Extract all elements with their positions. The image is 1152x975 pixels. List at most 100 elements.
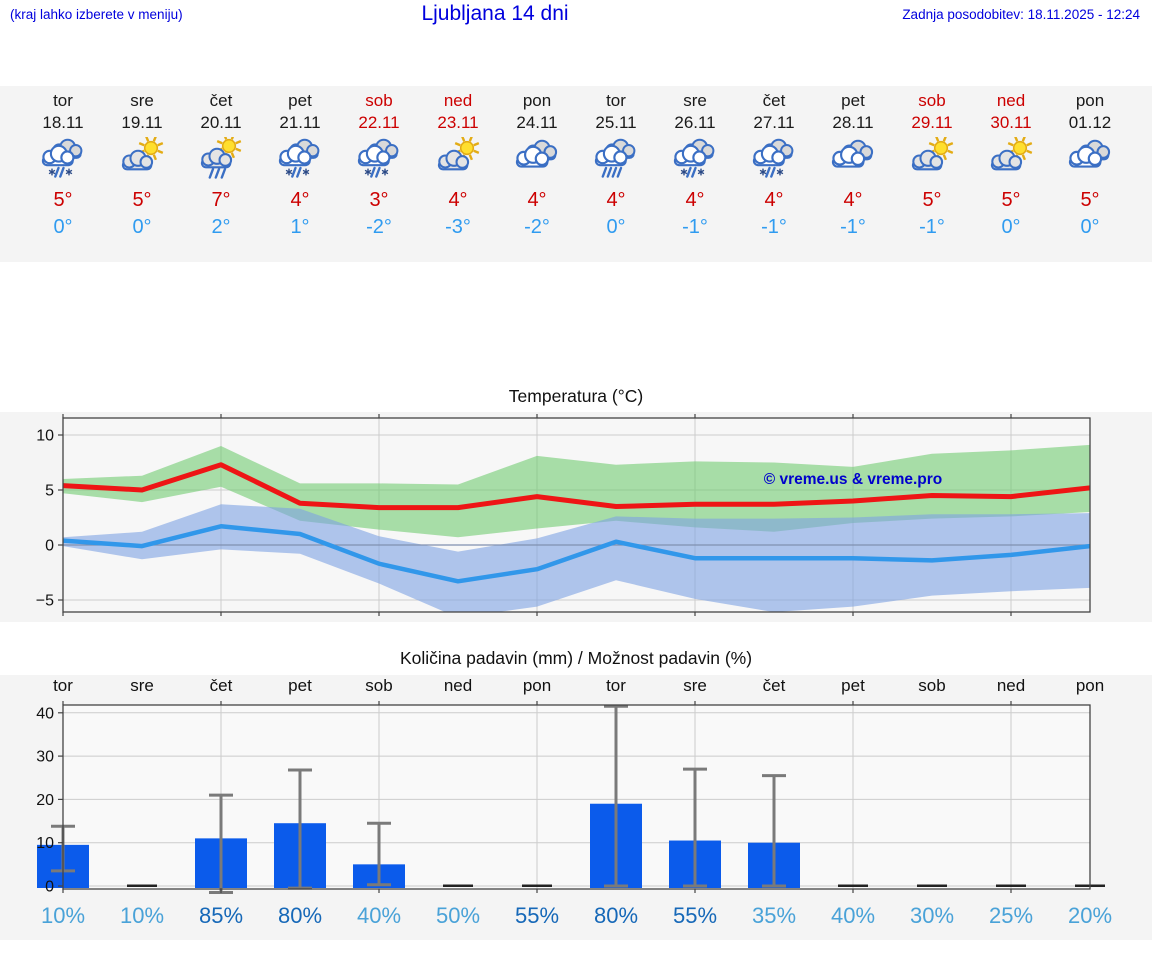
day-name: tor <box>53 91 73 110</box>
day-low-temp: 2° <box>211 216 231 238</box>
day-name: sre <box>683 91 707 110</box>
day-name: pon <box>522 91 552 110</box>
day-low-temp: -1° <box>761 216 787 238</box>
svg-text:0: 0 <box>45 538 54 555</box>
forecast-strip: tor 18.11 5° 0° sre 19.11 5° 0° čet 20.11 7° 2° pet 2… <box>0 86 1152 262</box>
menu-hint: (kraj lahko izberete v meniju) <box>10 7 183 22</box>
day-high-temp: 5° <box>922 189 942 211</box>
weather-cloudy-icon <box>498 134 577 187</box>
precipitation-chart-title: Količina padavin (mm) / Možnost padavin … <box>399 648 753 668</box>
forecast-day-27.11[interactable]: čet 27.11 4° -1° <box>735 90 814 241</box>
day-name: sob <box>365 91 393 110</box>
day-date: 24.11 <box>516 113 558 132</box>
svg-text:40: 40 <box>36 705 54 722</box>
day-low-temp: 0° <box>1001 216 1021 238</box>
weather-sleet-icon <box>24 134 103 187</box>
weather-sleet-icon <box>735 134 814 187</box>
day-name: čet <box>209 91 233 110</box>
day-high-temp: 5° <box>53 189 73 211</box>
day-name: sre <box>130 91 154 110</box>
svg-text:20: 20 <box>36 792 54 809</box>
page-title: Ljubljana 14 dni <box>421 2 569 25</box>
forecast-day-23.11[interactable]: ned 23.11 4° -3° <box>419 90 498 241</box>
weather-sleet-icon <box>656 134 735 187</box>
day-low-temp: 0° <box>606 216 626 238</box>
day-high-temp: 4° <box>290 189 310 211</box>
weather-partly-icon <box>419 134 498 187</box>
weather-rain-icon <box>577 134 656 187</box>
weather-sleet-icon <box>261 134 340 187</box>
forecast-day-01.12[interactable]: pon 01.12 5° 0° <box>1051 90 1130 241</box>
day-date: 21.11 <box>279 113 321 132</box>
day-high-temp: 5° <box>132 189 152 211</box>
day-date: 19.11 <box>121 113 163 132</box>
day-date: 20.11 <box>200 113 242 132</box>
day-high-temp: 5° <box>1080 189 1100 211</box>
temperature-chart: 10 5 0 −5 © vreme.us & vreme.pro <box>36 414 1091 616</box>
day-date: 22.11 <box>358 113 400 132</box>
day-name: pon <box>1075 91 1105 110</box>
forecast-day-28.11[interactable]: pet 28.11 4° -1° <box>814 90 893 241</box>
day-low-temp: -1° <box>919 216 945 238</box>
forecast-day-20.11[interactable]: čet 20.11 7° 2° <box>182 90 261 241</box>
day-high-temp: 4° <box>685 189 705 211</box>
day-name: pet <box>288 91 312 110</box>
forecast-day-26.11[interactable]: sre 26.11 4° -1° <box>656 90 735 241</box>
day-high-temp: 3° <box>369 189 389 211</box>
day-date: 26.11 <box>674 113 716 132</box>
day-low-temp: 0° <box>53 216 73 238</box>
svg-text:5: 5 <box>45 483 54 500</box>
forecast-day-19.11[interactable]: sre 19.11 5° 0° <box>103 90 182 241</box>
day-name: ned <box>996 91 1026 110</box>
day-date: 28.11 <box>832 113 874 132</box>
svg-text:−5: −5 <box>36 593 54 610</box>
day-low-temp: -1° <box>840 216 866 238</box>
day-high-temp: 7° <box>211 189 231 211</box>
forecast-day-22.11[interactable]: sob 22.11 3° -2° <box>340 90 419 241</box>
day-high-temp: 4° <box>764 189 784 211</box>
weather-sunrain-icon <box>182 133 261 187</box>
day-low-temp: 1° <box>290 216 310 238</box>
day-high-temp: 4° <box>527 189 547 211</box>
day-date: 01.12 <box>1068 113 1112 132</box>
day-low-temp: -1° <box>682 216 708 238</box>
day-date: 18.11 <box>42 113 84 132</box>
forecast-day-25.11[interactable]: tor 25.11 4° 0° <box>577 90 656 241</box>
temperature-chart-title: Temperatura (°C) <box>508 386 644 406</box>
day-high-temp: 4° <box>843 189 863 211</box>
day-name: ned <box>443 91 473 110</box>
day-high-temp: 4° <box>606 189 626 211</box>
weather-cloudy-icon <box>1051 134 1130 187</box>
svg-text:10: 10 <box>36 428 54 445</box>
day-name: čet <box>762 91 786 110</box>
day-date: 23.11 <box>437 113 479 132</box>
last-update: Zadnja posodobitev: 18.11.2025 - 12:24 <box>902 7 1140 22</box>
weather-partly-icon <box>893 134 972 187</box>
weather-partly-icon <box>103 134 182 187</box>
weather-cloudy-icon <box>814 134 893 187</box>
forecast-day-30.11[interactable]: ned 30.11 5° 0° <box>972 90 1051 241</box>
day-low-temp: -2° <box>366 216 392 238</box>
day-low-temp: -2° <box>524 216 550 238</box>
forecast-day-24.11[interactable]: pon 24.11 4° -2° <box>498 90 577 241</box>
weather-partly-icon <box>972 134 1051 187</box>
day-date: 25.11 <box>595 113 637 132</box>
forecast-day-21.11[interactable]: pet 21.11 4° 1° <box>261 90 340 241</box>
forecast-day-29.11[interactable]: sob 29.11 5° -1° <box>893 90 972 241</box>
forecast-day-18.11[interactable]: tor 18.11 5° 0° <box>24 90 103 241</box>
precipitation-chart: 0 10 20 30 40 <box>36 701 1105 896</box>
watermark: © vreme.us & vreme.pro <box>764 471 943 488</box>
day-low-temp: -3° <box>445 216 471 238</box>
day-low-temp: 0° <box>132 216 152 238</box>
day-name: sob <box>918 91 946 110</box>
day-low-temp: 0° <box>1080 216 1100 238</box>
day-name: tor <box>606 91 626 110</box>
day-date: 27.11 <box>753 113 795 132</box>
day-high-temp: 5° <box>1001 189 1021 211</box>
svg-text:30: 30 <box>36 749 54 766</box>
weather-sleet-icon <box>340 134 419 187</box>
svg-text:10: 10 <box>36 835 54 852</box>
day-date: 30.11 <box>990 113 1032 132</box>
day-date: 29.11 <box>911 113 953 132</box>
